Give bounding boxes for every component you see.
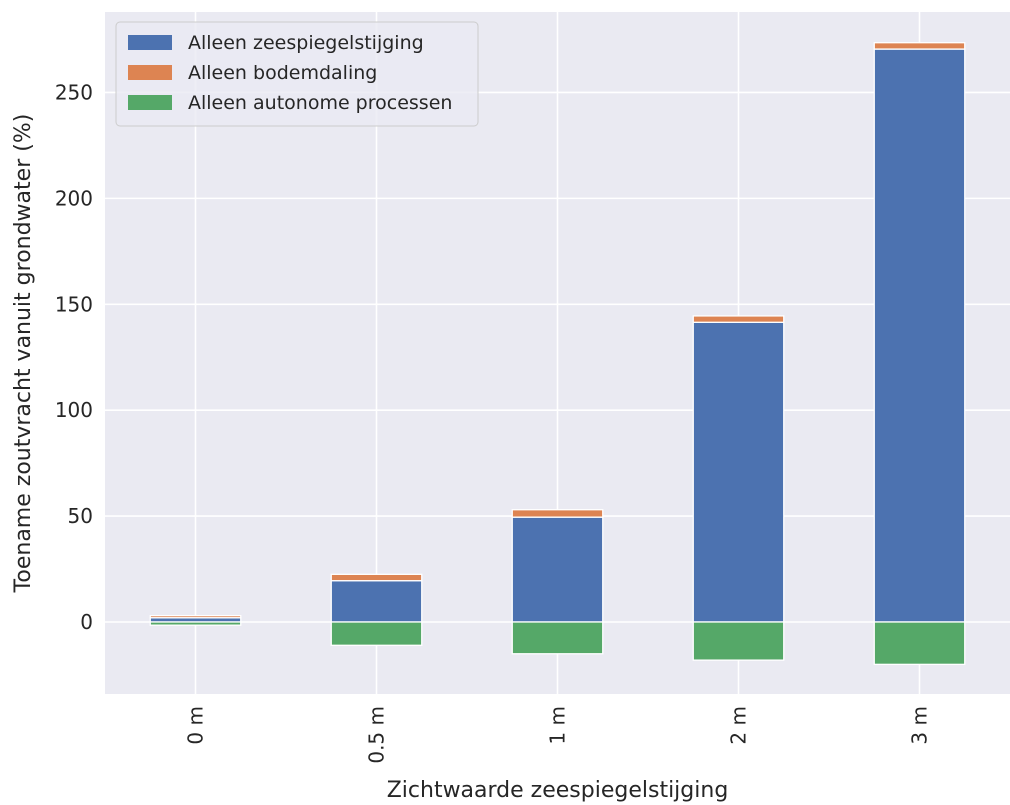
bar-segment-2-5 — [873, 42, 966, 50]
x-tick-label: 3 m — [908, 706, 932, 745]
legend-swatch-1 — [128, 35, 172, 50]
x-tick-label: 2 m — [727, 706, 751, 745]
bar-segment-3-5 — [873, 621, 966, 665]
y-tick-label: 200 — [55, 186, 93, 210]
legend-swatch-3 — [128, 95, 172, 110]
y-tick-label: 250 — [55, 80, 93, 104]
bar-segment-3-1 — [149, 621, 242, 626]
y-tick-label: 0 — [80, 610, 93, 634]
y-tick-label: 50 — [68, 504, 93, 528]
x-tick-label: 1 m — [546, 706, 570, 745]
legend-swatch-2 — [128, 65, 172, 80]
x-axis-label: Zichtwaarde zeespiegelstijging — [387, 778, 729, 803]
legend-frame — [115, 21, 479, 127]
x-tick-label: 0 m — [184, 706, 208, 745]
bar-segment-1-2 — [330, 580, 423, 623]
bar-segment-1-5 — [873, 48, 966, 623]
y-axis: 0 50 100 150 200 250 — [55, 80, 93, 634]
bar-segment-2-2 — [330, 573, 423, 582]
bars — [149, 42, 966, 665]
y-axis-label: Toename zoutvracht vanuit grondwater (%) — [11, 114, 36, 594]
bar-segment-3-2 — [330, 621, 423, 646]
legend-label-3: Alleen autonome processen — [188, 92, 452, 114]
bar-segment-1-3 — [511, 516, 604, 623]
x-tick-label: 0.5 m — [365, 706, 389, 764]
bar-segment-3-4 — [692, 621, 785, 661]
bar-segment-2-1 — [149, 614, 242, 619]
y-tick-label: 150 — [55, 292, 93, 316]
legend: Alleen zeespiegelstijging Alleen bodemdal… — [115, 21, 479, 127]
x-axis: 0 m 0.5 m 1 m 2 m 3 m — [184, 706, 932, 764]
bar-segment-2-4 — [692, 315, 785, 323]
bar-segment-2-3 — [511, 509, 604, 518]
bar-segment-3-3 — [511, 621, 604, 655]
bar-segment-1-4 — [692, 321, 785, 623]
y-tick-label: 100 — [55, 398, 93, 422]
legend-label-1: Alleen zeespiegelstijging — [188, 32, 424, 54]
legend-label-2: Alleen bodemdaling — [188, 62, 377, 84]
